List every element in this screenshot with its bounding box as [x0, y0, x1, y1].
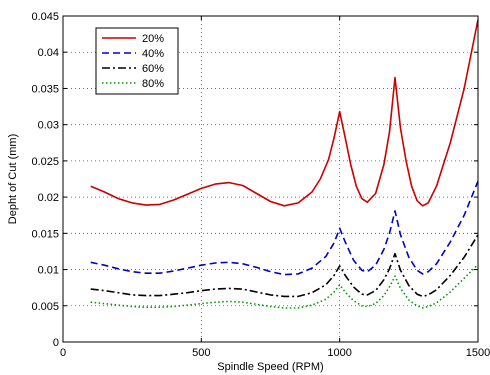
axis-ticks: 0 500 1000 1500 0 0.005 0.01 0.015 0.02 0.025 0.03… — [31, 11, 490, 359]
legend: 20% 40% 60% 80% — [95, 27, 179, 95]
series-line-20pct — [90, 19, 479, 207]
series-line-80pct — [90, 263, 479, 309]
y-tick-label: 0 — [53, 337, 59, 349]
legend-label: 60% — [142, 63, 164, 75]
y-tick-label: 0.04 — [38, 47, 59, 59]
x-tick-label: 1000 — [327, 347, 351, 359]
y-tick-label: 0.035 — [31, 83, 59, 95]
y-tick-label: 0.02 — [38, 192, 59, 204]
legend-box — [95, 27, 179, 95]
legend-label: 20% — [142, 33, 164, 45]
x-tick-label: 1500 — [466, 347, 490, 359]
y-tick-label: 0.03 — [38, 120, 59, 132]
series-line-60pct — [90, 234, 479, 298]
x-axis-title: Spindle Speed (RPM) — [217, 361, 323, 373]
plot-frame — [62, 15, 479, 343]
x-tick-label: 500 — [192, 347, 210, 359]
x-tick-label: 0 — [60, 347, 66, 359]
y-tick-label: 0.01 — [38, 265, 59, 277]
legend-label: 40% — [142, 48, 164, 60]
y-axis-title: Depht of Cut (mm) — [7, 134, 19, 224]
y-tick-label: 0.025 — [31, 156, 59, 168]
legend-label: 80% — [142, 78, 164, 90]
y-tick-label: 0.045 — [31, 11, 59, 23]
series-lines — [90, 19, 479, 309]
y-tick-label: 0.015 — [31, 228, 59, 240]
y-tick-label: 0.005 — [31, 301, 59, 313]
